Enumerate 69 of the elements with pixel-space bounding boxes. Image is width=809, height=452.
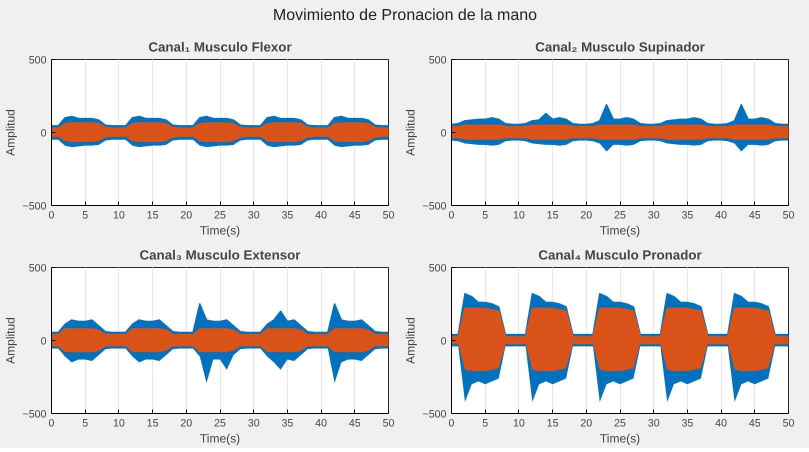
y-tick-label: 0: [440, 336, 447, 348]
x-tick-label: 20: [180, 210, 192, 222]
x-axis-title: Time(s): [600, 224, 640, 238]
y-tick-label: 0: [40, 128, 47, 140]
y-axis-title: Amplitud: [3, 109, 18, 156]
x-tick-label: 40: [315, 418, 328, 430]
y-tick-label: −500: [22, 408, 47, 420]
x-tick-label: 50: [782, 210, 794, 222]
y-tick-label: 0: [440, 128, 447, 140]
x-tick-label: 45: [348, 418, 361, 430]
chart-title: Canal₂ Musculo Supinador: [535, 40, 705, 54]
y-tick-label: 500: [428, 54, 447, 66]
x-tick-label: 0: [448, 210, 455, 222]
x-tick-label: 25: [214, 418, 226, 430]
x-tick-label: 25: [214, 210, 226, 222]
x-tick-label: 40: [315, 210, 328, 222]
x-tick-label: 0: [48, 210, 55, 222]
x-tick-label: 25: [614, 418, 626, 430]
x-tick-label: 10: [512, 418, 525, 430]
x-tick-label: 30: [648, 210, 660, 222]
x-tick-label: 35: [681, 418, 694, 430]
chart-title: Canal₃ Musculo Extensor: [140, 248, 300, 262]
x-tick-label: 5: [482, 210, 488, 222]
y-axis-title: Amplitud: [403, 109, 418, 156]
x-tick-label: 10: [112, 210, 125, 222]
y-axis-title: Amplitud: [403, 317, 418, 364]
y-axis-title: Amplitud: [3, 317, 18, 364]
chart-title: Canal₄ Musculo Pronador: [538, 248, 702, 262]
x-tick-label: 35: [281, 210, 294, 222]
chart-title: Canal₁ Musculo Flexor: [148, 40, 292, 54]
x-tick-label: 15: [546, 418, 559, 430]
x-tick-label: 15: [146, 418, 159, 430]
x-tick-label: 20: [580, 418, 592, 430]
x-tick-label: 20: [180, 418, 192, 430]
x-tick-label: 40: [715, 418, 728, 430]
x-tick-label: 50: [382, 210, 394, 222]
x-tick-label: 20: [580, 210, 592, 222]
x-tick-label: 10: [112, 418, 125, 430]
x-tick-label: 50: [782, 418, 794, 430]
x-axis-title: Time(s): [200, 432, 240, 446]
x-tick-label: 30: [248, 418, 260, 430]
x-tick-label: 0: [48, 418, 55, 430]
x-tick-label: 45: [748, 210, 761, 222]
x-tick-label: 45: [748, 418, 761, 430]
y-tick-label: 0: [40, 336, 47, 348]
x-tick-label: 10: [512, 210, 525, 222]
x-tick-label: 45: [348, 210, 361, 222]
x-tick-label: 30: [648, 418, 660, 430]
y-tick-label: −500: [422, 200, 447, 212]
x-tick-label: 15: [546, 210, 559, 222]
x-axis-title: Time(s): [200, 224, 240, 238]
x-tick-label: 35: [281, 418, 294, 430]
y-tick-label: 500: [28, 262, 47, 274]
x-tick-label: 15: [146, 210, 159, 222]
x-tick-label: 50: [382, 418, 394, 430]
x-tick-label: 40: [715, 210, 728, 222]
x-tick-label: 5: [82, 418, 88, 430]
x-tick-label: 25: [614, 210, 626, 222]
x-tick-label: 0: [448, 418, 455, 430]
x-tick-label: 35: [681, 210, 694, 222]
x-axis-title: Time(s): [600, 432, 640, 446]
x-tick-label: 30: [248, 210, 260, 222]
y-tick-label: 500: [28, 54, 47, 66]
y-tick-label: −500: [422, 408, 447, 420]
x-tick-label: 5: [482, 418, 488, 430]
y-tick-label: −500: [22, 200, 47, 212]
text: Movimiento de Pronacion de la mano: [5, 5, 805, 28]
x-tick-label: 5: [82, 210, 88, 222]
y-tick-label: 500: [428, 262, 447, 274]
